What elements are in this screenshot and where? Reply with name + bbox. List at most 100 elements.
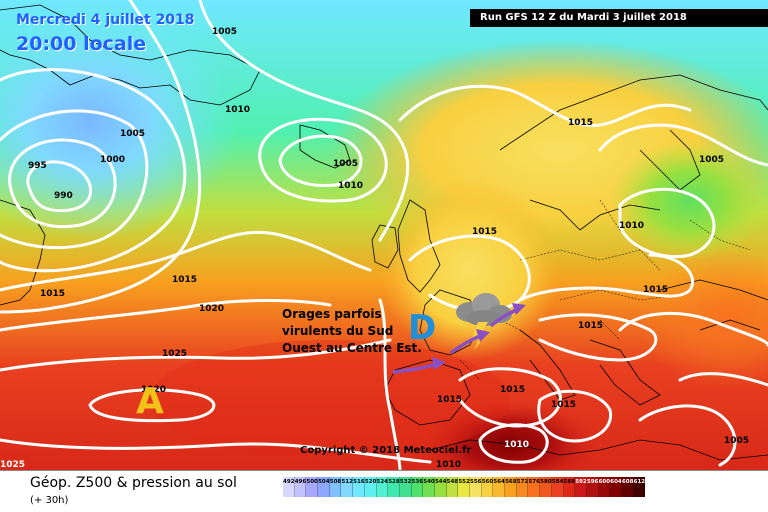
east-orange-shading xyxy=(640,250,768,390)
high-pressure-marker: A xyxy=(136,381,164,422)
pressure-label: 1010 xyxy=(504,440,529,450)
pressure-label: 1020 xyxy=(141,385,166,395)
scale-cell-label: 524 xyxy=(376,479,388,485)
ridge-france-shading xyxy=(380,180,560,360)
pressure-label: 1005 xyxy=(212,27,237,37)
scale-cell-label: 588 xyxy=(563,479,575,485)
scale-cell-label: 580 xyxy=(540,479,552,485)
hot-core-shading xyxy=(420,400,600,470)
scale-cell: 544 xyxy=(434,477,447,497)
trajectory-arrow-icon xyxy=(392,303,526,374)
scale-cell: 540 xyxy=(423,477,435,497)
scale-cell-label: 504 xyxy=(318,479,330,485)
storm-annotation: Orages parfois virulents du Sud Ouest au… xyxy=(282,306,422,357)
atlantic-red-shading xyxy=(150,340,510,460)
annotation-line: virulents du Sud xyxy=(282,324,394,338)
pressure-label: 1025 xyxy=(162,349,187,359)
scale-cell-label: 600 xyxy=(598,479,611,485)
scale-cell: 608 xyxy=(621,477,634,497)
annotation-line: Ouest au Centre Est. xyxy=(282,341,422,355)
pressure-label: 1015 xyxy=(643,285,668,295)
scale-cell: 592 xyxy=(575,477,587,497)
coastlines xyxy=(0,4,768,461)
forecast-local-time: 20:00 locale xyxy=(16,33,147,55)
pressure-label: 1015 xyxy=(437,395,462,405)
forecast-date: Mercredi 4 juillet 2018 xyxy=(16,12,195,28)
scale-cell: 532 xyxy=(399,477,412,497)
legend-subtitle: (+ 30h) xyxy=(30,495,69,506)
scale-cell: 528 xyxy=(388,477,400,497)
pressure-label: 1015 xyxy=(578,321,603,331)
scale-cell-label: 512 xyxy=(341,479,353,485)
scale-cell-label: 492 xyxy=(283,479,295,485)
scale-cell: 580 xyxy=(540,477,552,497)
pressure-label: 1010 xyxy=(225,105,250,115)
pressure-label: 1010 xyxy=(338,181,363,191)
scale-cell-label: 496 xyxy=(294,479,307,485)
scale-cell: 564 xyxy=(493,477,506,497)
pressure-label: 1010 xyxy=(436,460,461,470)
scale-cell-label: 572 xyxy=(516,479,529,485)
scale-cell-label: 552 xyxy=(458,479,470,485)
pressure-label: 1015 xyxy=(500,385,525,395)
scale-cell: 500 xyxy=(306,477,319,497)
scale-cell: 512 xyxy=(341,477,354,497)
scale-cell: 572 xyxy=(516,477,529,497)
scale-cell-label: 528 xyxy=(388,479,400,485)
scale-cell: 560 xyxy=(481,477,494,497)
scale-cell-label: 516 xyxy=(353,479,365,485)
scale-cell-label: 520 xyxy=(364,479,377,485)
legend-title: Géop. Z500 & pression au sol xyxy=(30,475,237,491)
scale-cell: 588 xyxy=(563,477,576,497)
pressure-labels: 1005 1010 1005 1000 995 990 1005 1010 10… xyxy=(0,27,749,470)
scale-cell-label: 604 xyxy=(610,479,622,485)
scale-cell-label: 568 xyxy=(505,479,517,485)
trough-scandinavia-shading xyxy=(610,140,768,260)
scale-cell-label: 540 xyxy=(423,479,435,485)
pressure-label: 1005 xyxy=(699,155,724,165)
pressure-label: 990 xyxy=(54,191,73,201)
storm-cloud-icon xyxy=(456,293,512,350)
pressure-label: 1005 xyxy=(333,159,358,169)
scale-cell: 492 xyxy=(283,477,295,497)
pressure-label: 995 xyxy=(28,161,47,171)
pressure-label: 1005 xyxy=(120,129,145,139)
scale-cell-label: 500 xyxy=(306,479,318,485)
forecast-map: 1005 1010 1005 1000 995 990 1005 1010 10… xyxy=(0,0,768,470)
scale-cell-label: 584 xyxy=(551,479,564,485)
scale-cell: 600 xyxy=(598,477,611,497)
pressure-label: 1025 xyxy=(0,460,25,470)
scale-cell: 596 xyxy=(586,477,599,497)
forecast-map-svg: 1005 1010 1005 1000 995 990 1005 1010 10… xyxy=(0,0,768,470)
annotation-line: Orages parfois xyxy=(282,307,382,321)
scale-cell-label: 560 xyxy=(481,479,494,485)
isobars xyxy=(0,0,768,470)
scale-cell: 612 xyxy=(633,477,646,497)
scale-cell-label: 508 xyxy=(329,479,342,485)
scale-cell-label: 596 xyxy=(586,479,599,485)
color-scale: 492 496 500 504 508 512 516 520 524 528 532 536 540 5… xyxy=(283,477,646,497)
pressure-label: 1015 xyxy=(172,275,197,285)
scale-cell: 520 xyxy=(364,477,377,497)
scale-cell: 524 xyxy=(376,477,389,497)
pressure-label: 1020 xyxy=(199,304,224,314)
model-run-banner: Run GFS 12 Z du Mardi 3 juillet 2018 xyxy=(470,9,768,27)
pressure-label: 1015 xyxy=(40,289,65,299)
pressure-label: 1005 xyxy=(724,436,749,446)
scale-cell-label: 548 xyxy=(446,479,459,485)
scale-cell: 584 xyxy=(551,477,564,497)
scale-cell: 504 xyxy=(318,477,330,497)
scale-cell-label: 544 xyxy=(434,479,447,485)
scale-cell: 548 xyxy=(446,477,459,497)
scale-cell: 604 xyxy=(610,477,622,497)
scale-cell: 552 xyxy=(458,477,470,497)
pressure-label: 1000 xyxy=(100,155,125,165)
scale-cell: 496 xyxy=(294,477,307,497)
pressure-label: 1015 xyxy=(568,118,593,128)
scale-cell-label: 612 xyxy=(633,479,646,485)
scale-cell: 536 xyxy=(411,477,424,497)
model-run-label: Run GFS 12 Z du Mardi 3 juillet 2018 xyxy=(480,12,687,23)
pressure-label: 1015 xyxy=(551,400,576,410)
scale-cell: 568 xyxy=(505,477,517,497)
